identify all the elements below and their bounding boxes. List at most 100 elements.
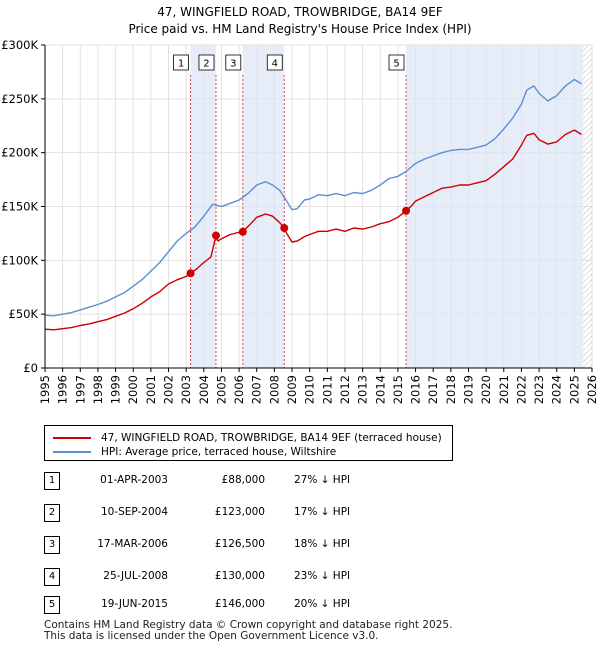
x-tick-label: 2015 bbox=[391, 375, 405, 404]
shaded-range bbox=[242, 45, 285, 368]
sale-price: £126,500 bbox=[214, 538, 265, 550]
sale-number-labels: 1 2 3 4 5 bbox=[173, 54, 405, 71]
x-tick-label: 2016 bbox=[409, 375, 423, 404]
sale-hpi-diff: 20% ↓ HPI bbox=[294, 598, 351, 610]
x-tick-label: 2005 bbox=[214, 375, 228, 404]
sale-label-text: 1 bbox=[178, 59, 184, 70]
legend-label-property: 47, WINGFIELD ROAD, TROWBRIDGE, BA14 9EF… bbox=[101, 432, 442, 444]
x-tick-label: 2002 bbox=[162, 375, 176, 404]
sale-price: £88,000 bbox=[221, 474, 265, 486]
x-tick-label: 2025 bbox=[567, 375, 581, 404]
x-tick-label: 2018 bbox=[444, 375, 458, 404]
shaded-range bbox=[190, 45, 216, 368]
legend: 47, WINGFIELD ROAD, TROWBRIDGE, BA14 9EF… bbox=[44, 425, 453, 461]
legend-swatch-hpi bbox=[53, 451, 91, 453]
sale-label: 2 bbox=[198, 54, 215, 71]
legend-swatch-property bbox=[53, 437, 91, 439]
sale-row: 4 25-JUL-2008 £130,000 23% ↓ HPI bbox=[44, 568, 544, 588]
sale-label-box bbox=[198, 54, 215, 71]
sale-label-box bbox=[173, 54, 189, 71]
sale-number-badge: 1 bbox=[44, 472, 60, 490]
sale-label: 1 bbox=[173, 54, 189, 71]
property-series-line bbox=[44, 129, 582, 331]
y-tick-label: £150K bbox=[1, 200, 38, 214]
sale-date: 25-JUL-2008 bbox=[103, 570, 168, 582]
x-tick-label: 1997 bbox=[73, 375, 87, 404]
chart-title-line2: Price paid vs. HM Land Registry's House … bbox=[128, 22, 471, 36]
sale-point bbox=[280, 224, 289, 233]
sale-label-box bbox=[266, 54, 283, 71]
sale-points bbox=[186, 206, 411, 278]
sale-number-badge: 3 bbox=[44, 536, 60, 554]
sale-point bbox=[402, 206, 411, 215]
forecast-hatch bbox=[583, 45, 592, 368]
sale-row: 5 19-JUN-2015 £146,000 20% ↓ HPI bbox=[44, 596, 544, 616]
footer-copyright: Contains HM Land Registry data © Crown c… bbox=[44, 619, 453, 631]
legend-label-hpi: HPI: Average price, terraced house, Wilt… bbox=[101, 446, 337, 458]
y-tick-label: £200K bbox=[1, 146, 38, 160]
sale-label: 3 bbox=[225, 54, 242, 71]
sale-label-text: 5 bbox=[393, 59, 399, 70]
x-tick-label: 1999 bbox=[109, 375, 123, 404]
x-tick-label: 1995 bbox=[38, 375, 52, 404]
x-tick-label: 2000 bbox=[126, 375, 140, 404]
x-tick-label: 2012 bbox=[338, 375, 352, 404]
x-tick-label: 2014 bbox=[373, 375, 387, 404]
series-lines bbox=[44, 78, 582, 331]
sale-price: £146,000 bbox=[214, 598, 265, 610]
sale-label-text: 2 bbox=[203, 59, 209, 70]
sale-hpi-diff: 27% ↓ HPI bbox=[294, 474, 351, 486]
sale-date: 10-SEP-2004 bbox=[100, 506, 168, 518]
x-tick-label: 2010 bbox=[303, 375, 317, 404]
x-tick-label: 2007 bbox=[250, 375, 264, 404]
x-tick-label: 2001 bbox=[144, 375, 158, 404]
sale-point bbox=[238, 227, 247, 236]
footer-licence: This data is licensed under the Open Gov… bbox=[44, 630, 379, 642]
sale-label: 4 bbox=[266, 54, 283, 71]
legend-item-hpi: HPI: Average price, terraced house, Wilt… bbox=[53, 446, 336, 458]
sale-date: 01-APR-2003 bbox=[100, 474, 168, 486]
y-tick-label: £50K bbox=[9, 307, 39, 321]
sale-hpi-diff: 18% ↓ HPI bbox=[294, 538, 351, 550]
shaded-range bbox=[406, 45, 584, 368]
x-tick-label: 2008 bbox=[267, 375, 281, 404]
y-tick-label: £100K bbox=[1, 253, 38, 267]
x-tick-label: 2009 bbox=[285, 375, 299, 404]
sale-hpi-diff: 23% ↓ HPI bbox=[294, 570, 351, 582]
x-tick-label: 2019 bbox=[461, 375, 475, 404]
footer: Contains HM Land Registry data © Crown c… bbox=[44, 620, 452, 642]
sale-point bbox=[186, 269, 195, 278]
sale-label-text: 3 bbox=[230, 59, 236, 70]
x-tick-label: 1998 bbox=[91, 375, 105, 404]
sale-date: 17-MAR-2006 bbox=[97, 538, 168, 550]
shaded-ranges bbox=[190, 45, 592, 368]
sale-row: 2 10-SEP-2004 £123,000 17% ↓ HPI bbox=[44, 504, 544, 524]
legend-item-property: 47, WINGFIELD ROAD, TROWBRIDGE, BA14 9EF… bbox=[53, 432, 442, 444]
x-tick-label: 1996 bbox=[56, 375, 70, 404]
x-tick-label: 2013 bbox=[356, 375, 370, 404]
y-tick-label: £300K bbox=[1, 38, 38, 52]
x-tick-label: 2011 bbox=[320, 375, 334, 404]
sale-label-box bbox=[225, 54, 242, 71]
x-tick-label: 2003 bbox=[179, 375, 193, 404]
sale-hpi-diff: 17% ↓ HPI bbox=[294, 506, 351, 518]
x-tick-label: 2017 bbox=[426, 375, 440, 404]
sale-price: £130,000 bbox=[214, 570, 265, 582]
sale-price: £123,000 bbox=[214, 506, 265, 518]
hpi-series-line bbox=[44, 78, 582, 317]
sale-label-box bbox=[388, 54, 405, 71]
sale-label: 5 bbox=[388, 54, 405, 71]
x-tick-label: 2026 bbox=[585, 375, 599, 404]
x-tick-label: 2022 bbox=[514, 375, 528, 404]
x-tick-label: 2024 bbox=[550, 375, 564, 404]
sale-row: 1 01-APR-2003 £88,000 27% ↓ HPI bbox=[44, 472, 544, 492]
x-tick-label: 2023 bbox=[532, 375, 546, 404]
sale-vertical-lines bbox=[190, 75, 407, 368]
sale-label-text: 4 bbox=[272, 59, 278, 70]
price-chart: 1 2 3 4 5 £0 £50K £100K £150K £200K £250K £300K 199… bbox=[1, 5, 599, 404]
x-tick-label: 2020 bbox=[479, 375, 493, 404]
y-tick-label: £250K bbox=[1, 92, 38, 106]
chart-title-line1: 47, WINGFIELD ROAD, TROWBRIDGE, BA14 9EF bbox=[157, 5, 443, 19]
sale-date: 19-JUN-2015 bbox=[101, 598, 168, 610]
